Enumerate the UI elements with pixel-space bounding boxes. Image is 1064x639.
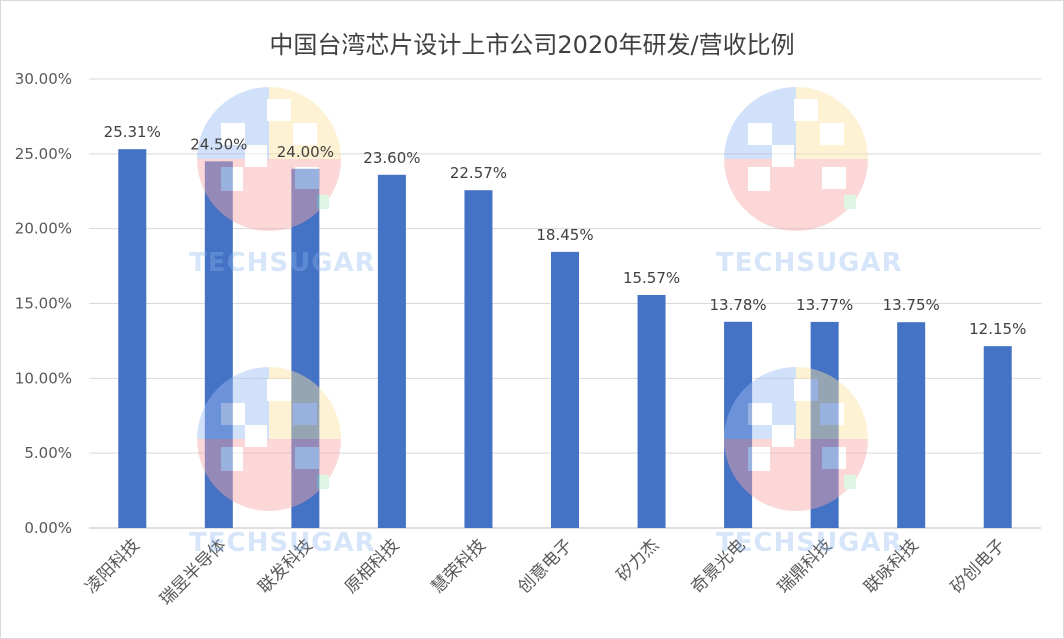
bar — [724, 321, 753, 528]
x-tick-label: 慧荣科技 — [428, 535, 490, 597]
x-tick-label: 凌阳科技 — [82, 535, 144, 597]
bar — [897, 322, 926, 528]
x-tick-label: 创意电子 — [514, 535, 576, 597]
bar — [637, 294, 666, 528]
data-label: 13.75% — [883, 296, 940, 314]
bar — [118, 149, 147, 528]
data-label: 12.15% — [969, 320, 1026, 338]
data-labels: 25.31% 24.50% 24.00% 23.60% 22.57% 18.45% 15.5… — [104, 123, 1027, 338]
watermark-logo — [724, 367, 868, 511]
bar — [464, 190, 493, 528]
watermark-logo — [197, 87, 341, 231]
bar — [551, 251, 579, 529]
watermark-text: TECHSUGAR — [716, 528, 903, 558]
data-label: 24.00% — [277, 143, 334, 161]
watermark-text: TECHSUGAR — [716, 248, 903, 278]
y-tick-label: 25.00% — [15, 145, 72, 163]
watermark-logo — [197, 367, 341, 511]
y-tick-label: 5.00% — [24, 444, 72, 462]
watermark-text: TECHSUGAR — [189, 528, 376, 558]
data-label: 22.57% — [450, 164, 507, 182]
bar — [377, 174, 406, 528]
watermark-logos — [197, 87, 868, 511]
y-tick-label: 15.00% — [15, 295, 72, 313]
bar — [810, 321, 839, 528]
data-label: 24.50% — [190, 135, 247, 153]
y-tick-label: 0.00% — [24, 519, 72, 537]
y-axis-ticks: 0.00% 5.00% 10.00% 15.00% 20.00% 25.00% 30.00% — [15, 70, 72, 537]
bar — [983, 346, 1012, 528]
x-tick-label: 矽创电子 — [947, 535, 1009, 597]
data-label: 18.45% — [536, 226, 593, 244]
data-label: 23.60% — [363, 149, 420, 167]
watermark-logo — [724, 87, 868, 231]
bars — [118, 149, 1012, 529]
y-tick-label: 10.00% — [15, 369, 72, 387]
y-tick-label: 20.00% — [15, 220, 72, 238]
y-tick-label: 30.00% — [15, 70, 72, 88]
x-tick-label: 矽力杰 — [613, 535, 663, 585]
watermark-text: TECHSUGAR — [189, 248, 376, 278]
data-label: 15.57% — [623, 269, 680, 287]
data-label: 13.78% — [709, 296, 766, 314]
bar — [291, 168, 320, 529]
data-label: 25.31% — [104, 123, 161, 141]
chart-title: 中国台湾芯片设计上市公司2020年研发/营收比例 — [269, 31, 795, 59]
bar — [204, 161, 233, 529]
data-label: 13.77% — [796, 296, 853, 314]
